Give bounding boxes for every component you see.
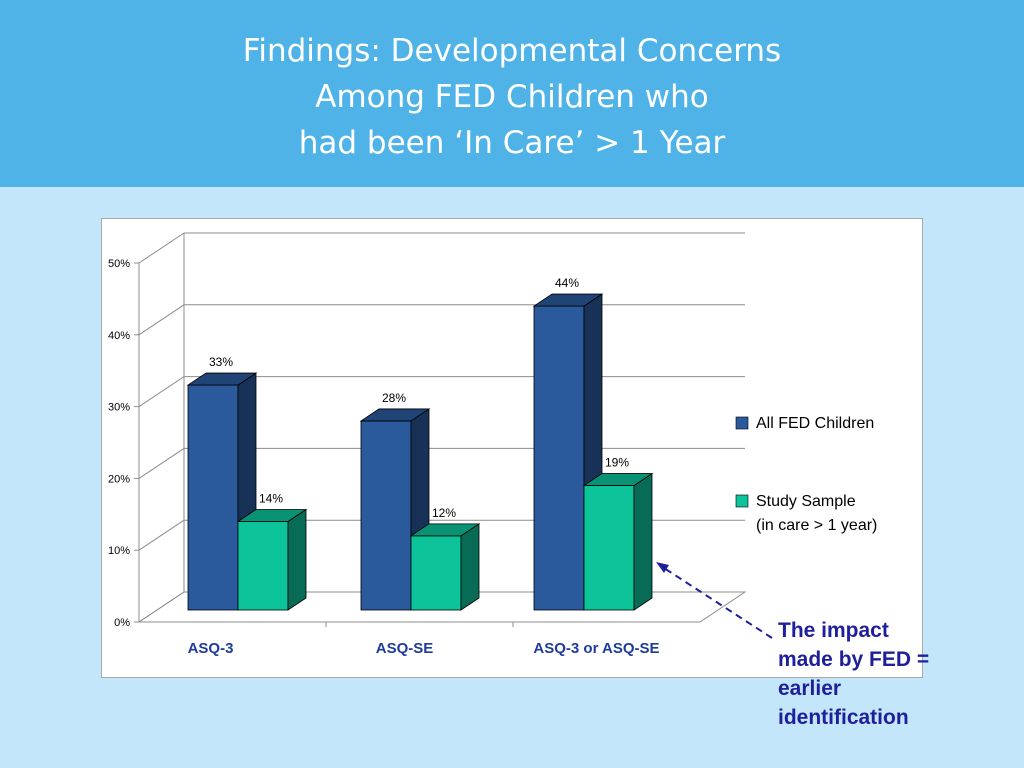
x-category-label: ASQ-SE bbox=[376, 640, 434, 657]
legend-swatch bbox=[735, 416, 749, 430]
y-tick-label: 50% bbox=[108, 258, 130, 270]
bar-chart: 0% 10% 20% 30% 40% 50% 33% 14% ASQ-3 28% 12% ASQ-SE… bbox=[108, 232, 877, 657]
side-gridline bbox=[138, 232, 185, 264]
bar-side bbox=[287, 508, 307, 611]
data-label: 12% bbox=[432, 506, 456, 520]
bar-front bbox=[187, 384, 239, 611]
x-category-label: ASQ-3 bbox=[188, 640, 234, 657]
chart-frame: 0% 10% 20% 30% 40% 50% 33% 14% ASQ-3 28% 12% ASQ-SE… bbox=[101, 218, 923, 678]
callout-line-1: The impact bbox=[778, 619, 889, 642]
bar-top bbox=[582, 473, 654, 486]
x-category-label: ASQ-3 or ASQ-SE bbox=[533, 640, 659, 657]
data-label: 44% bbox=[555, 276, 579, 290]
data-label: 14% bbox=[259, 491, 283, 505]
side-gridline bbox=[138, 447, 185, 479]
y-tick-label: 10% bbox=[108, 545, 130, 557]
y-tick-label: 20% bbox=[108, 473, 130, 485]
legend-swatch bbox=[735, 494, 749, 508]
legend-label-line2: (in care > 1 year) bbox=[756, 517, 877, 534]
bar-front bbox=[410, 535, 462, 611]
callout-line-2: made by FED = bbox=[778, 648, 930, 671]
data-label: 19% bbox=[605, 456, 629, 470]
legend-label: All FED Children bbox=[756, 415, 874, 432]
bar-front bbox=[237, 521, 289, 611]
y-tick-label: 30% bbox=[108, 402, 130, 414]
impact-callout: The impact made by FED = earlier identif… bbox=[778, 616, 1018, 732]
bar-front bbox=[583, 485, 635, 611]
bar-top bbox=[359, 408, 431, 422]
bar-side bbox=[460, 523, 480, 611]
y-tick-label: 40% bbox=[108, 330, 130, 342]
bar-top bbox=[186, 372, 258, 386]
legend-label: Study Sample bbox=[756, 493, 856, 510]
side-gridline bbox=[138, 519, 185, 551]
side-gridline bbox=[138, 376, 185, 408]
callout-line-3: earlier bbox=[778, 677, 842, 700]
title-line-2: Among FED Children who bbox=[315, 79, 709, 115]
callout-line-4: identification bbox=[778, 706, 909, 729]
bar-top bbox=[236, 509, 308, 522]
side-gridline bbox=[138, 304, 185, 336]
bar-top bbox=[532, 293, 604, 307]
bar-top bbox=[409, 523, 481, 537]
bar-side bbox=[633, 472, 653, 611]
slide-title: Findings: Developmental Concerns Among F… bbox=[0, 28, 1024, 166]
data-label: 28% bbox=[382, 391, 406, 405]
title-line-1: Findings: Developmental Concerns bbox=[242, 33, 782, 69]
title-header bbox=[0, 0, 1024, 187]
y-tick-label: 0% bbox=[114, 617, 130, 629]
bar-front bbox=[360, 420, 412, 611]
bar-front bbox=[533, 305, 585, 611]
title-line-3: had been ‘In Care’ > 1 Year bbox=[298, 125, 726, 161]
data-label: 33% bbox=[209, 355, 233, 369]
